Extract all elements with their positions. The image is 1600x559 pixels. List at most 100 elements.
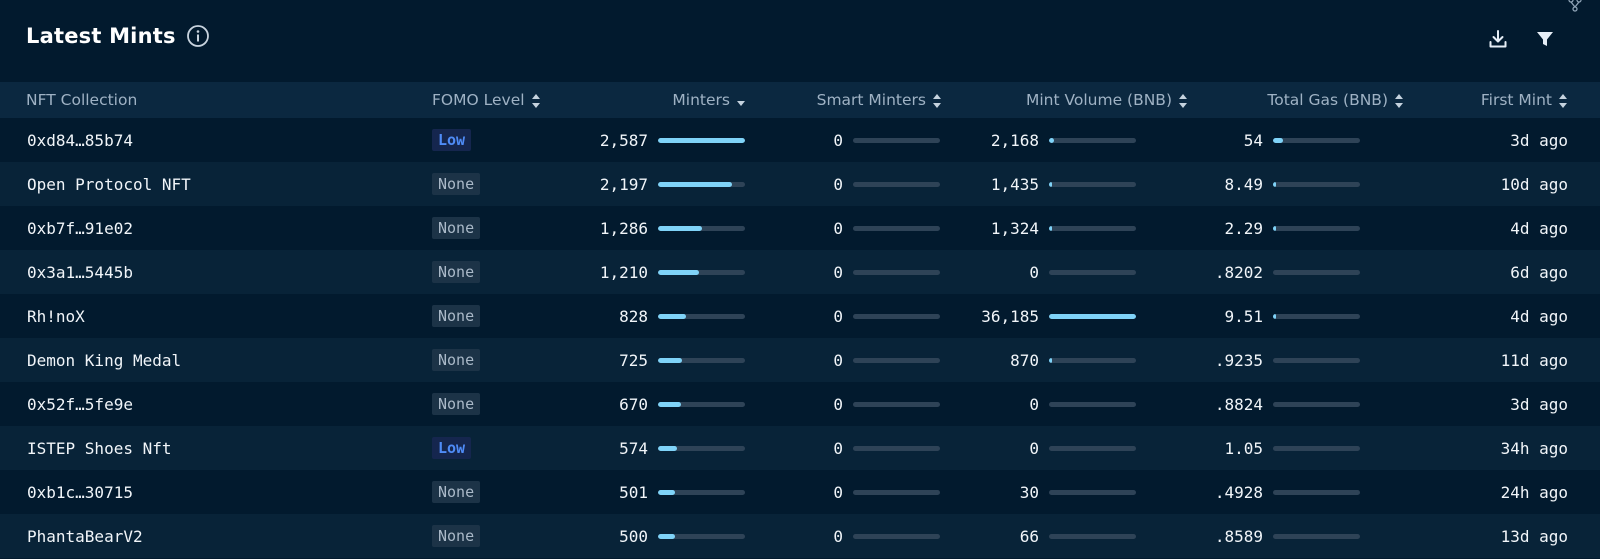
- table-row[interactable]: Demon King Medal None 725 0 870 .9235 11d ago: [0, 338, 1600, 382]
- first-mint-value: 10d ago: [1500, 174, 1568, 194]
- first-mint-value: 3d ago: [1510, 130, 1568, 150]
- first-mint-value: 11d ago: [1500, 350, 1568, 370]
- first-mint-cell: 4d ago: [1404, 206, 1600, 250]
- total-gas-cell: .8589: [1188, 514, 1404, 558]
- minters-bar: [658, 401, 745, 407]
- total-gas-value: .8824: [1214, 394, 1263, 414]
- collection-name[interactable]: ISTEP Shoes Nft: [27, 438, 172, 458]
- total-gas-value: 8.49: [1224, 174, 1263, 194]
- fomo-badge: Low: [432, 129, 472, 151]
- smart-minters-bar-fill: [853, 182, 855, 187]
- column-header-collection[interactable]: NFT Collection: [26, 91, 138, 109]
- collection-name[interactable]: 0x52f…5fe9e: [27, 394, 133, 414]
- filter-button[interactable]: [1532, 26, 1558, 52]
- table-row[interactable]: 0xb7f…91e02 None 1,286 0 1,324 2.29 4d ago: [0, 206, 1600, 250]
- minters-value: 2,587: [599, 130, 648, 150]
- mint-volume-bar: [1049, 137, 1136, 143]
- mint-volume-bar: [1049, 313, 1136, 319]
- table-row[interactable]: Open Protocol NFT None 2,197 0 1,435 8.49 10d …: [0, 162, 1600, 206]
- minters-bar: [658, 269, 745, 275]
- first-mint-cell: 3d ago: [1404, 118, 1600, 162]
- collection-name[interactable]: PhantaBearV2: [27, 526, 143, 546]
- mint-volume-bar-fill: [1049, 137, 1055, 143]
- fomo-badge: None: [432, 217, 481, 239]
- smart-minters-value: 0: [833, 174, 843, 194]
- smart-minters-bar-fill: [853, 402, 855, 407]
- collection-name[interactable]: 0xb1c…30715: [27, 482, 133, 502]
- table-row[interactable]: Rh!noX None 828 0 36,185 9.51 4d ago: [0, 294, 1600, 338]
- total-gas-cell: .8202: [1188, 250, 1404, 294]
- mint-volume-bar: [1049, 401, 1136, 407]
- mints-table: NFT Collection FOMO Level Minters Smart …: [0, 82, 1600, 558]
- collection-name[interactable]: Demon King Medal: [27, 350, 182, 370]
- column-header-smart-minters[interactable]: Smart Minters: [761, 82, 958, 118]
- mint-volume-bar-fill: [1049, 270, 1051, 275]
- table-row[interactable]: 0xd84…85b74 Low 2,587 0 2,168 54 3d ago: [0, 118, 1600, 162]
- smart-minters-value: 0: [833, 218, 843, 238]
- collection-name[interactable]: 0x3a1…5445b: [27, 262, 133, 282]
- total-gas-bar-fill: [1273, 402, 1275, 407]
- column-header-minters[interactable]: Minters: [572, 82, 761, 118]
- collection-name[interactable]: 0xb7f…91e02: [27, 218, 133, 238]
- filter-icon: [1537, 32, 1553, 46]
- column-header-total-gas[interactable]: Total Gas (BNB): [1188, 82, 1404, 118]
- minters-value: 500: [619, 526, 648, 546]
- first-mint-value: 4d ago: [1510, 306, 1568, 326]
- minters-bar: [658, 313, 745, 319]
- fomo-cell: Low: [432, 118, 572, 162]
- collection-name[interactable]: Open Protocol NFT: [27, 174, 191, 194]
- mint-volume-bar-fill: [1049, 225, 1053, 231]
- first-mint-value: 13d ago: [1500, 526, 1568, 546]
- total-gas-cell: .9235: [1188, 338, 1404, 382]
- total-gas-cell: 54: [1188, 118, 1404, 162]
- minters-value: 670: [619, 394, 648, 414]
- minters-bar: [658, 225, 745, 231]
- table-row[interactable]: ISTEP Shoes Nft Low 574 0 0 1.05 34h ago: [0, 426, 1600, 470]
- column-header-fomo[interactable]: FOMO Level: [432, 82, 572, 118]
- mint-volume-cell: 1,324: [958, 206, 1188, 250]
- first-mint-cell: 34h ago: [1404, 426, 1600, 470]
- total-gas-bar: [1273, 181, 1360, 187]
- fomo-badge: None: [432, 393, 481, 415]
- smart-minters-value: 0: [833, 306, 843, 326]
- table-row[interactable]: PhantaBearV2 None 500 0 66 .8589 13d ago: [0, 514, 1600, 558]
- fomo-cell: None: [432, 382, 572, 426]
- smart-minters-bar-fill: [853, 270, 855, 275]
- smart-minters-bar-fill: [853, 226, 855, 231]
- info-icon[interactable]: [186, 24, 210, 48]
- download-icon: [1489, 30, 1507, 48]
- minters-cell: 2,587: [572, 118, 761, 162]
- smart-minters-value: 0: [833, 526, 843, 546]
- first-mint-value: 3d ago: [1510, 394, 1568, 414]
- smart-minters-cell: 0: [761, 426, 958, 470]
- mint-volume-value: 1,324: [990, 218, 1039, 238]
- collection-name[interactable]: Rh!noX: [27, 306, 85, 326]
- collection-name[interactable]: 0xd84…85b74: [27, 130, 133, 150]
- minters-value: 574: [619, 438, 648, 458]
- total-gas-bar-fill: [1273, 225, 1277, 231]
- smart-minters-bar-fill: [853, 138, 855, 143]
- table-row[interactable]: 0xb1c…30715 None 501 0 30 .4928 24h ago: [0, 470, 1600, 514]
- mint-volume-value: 30: [1019, 482, 1039, 502]
- smart-minters-cell: 0: [761, 250, 958, 294]
- fomo-cell: None: [432, 162, 572, 206]
- fomo-badge: None: [432, 349, 481, 371]
- total-gas-value: .8589: [1214, 526, 1263, 546]
- sort-icon: [1179, 93, 1187, 108]
- mint-volume-value: 870: [1010, 350, 1039, 370]
- total-gas-bar: [1273, 445, 1360, 451]
- total-gas-bar-fill: [1273, 490, 1275, 495]
- minters-cell: 2,197: [572, 162, 761, 206]
- column-header-first-mint[interactable]: First Mint: [1404, 82, 1600, 118]
- table-row[interactable]: 0x3a1…5445b None 1,210 0 0 .8202 6d ago: [0, 250, 1600, 294]
- column-header-mint-volume[interactable]: Mint Volume (BNB): [958, 82, 1188, 118]
- mint-volume-bar-fill: [1049, 402, 1051, 407]
- minters-bar-fill: [658, 445, 678, 451]
- download-button[interactable]: [1485, 26, 1511, 52]
- fomo-cell: None: [432, 514, 572, 558]
- smart-minters-bar: [853, 357, 940, 363]
- mint-volume-bar: [1049, 445, 1136, 451]
- smart-minters-cell: 0: [761, 514, 958, 558]
- table-row[interactable]: 0x52f…5fe9e None 670 0 0 .8824 3d ago: [0, 382, 1600, 426]
- branch-icon: [1568, 0, 1582, 12]
